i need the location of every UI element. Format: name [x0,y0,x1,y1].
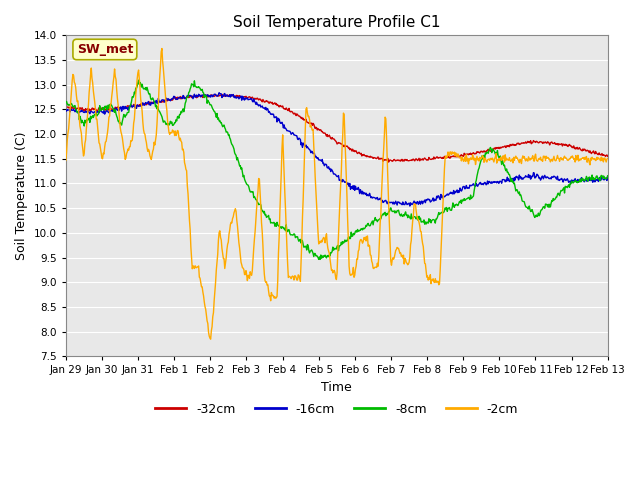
X-axis label: Time: Time [321,381,352,394]
Legend: -32cm, -16cm, -8cm, -2cm: -32cm, -16cm, -8cm, -2cm [150,398,524,420]
Text: SW_met: SW_met [77,43,133,56]
Y-axis label: Soil Temperature (C): Soil Temperature (C) [15,132,28,260]
Title: Soil Temperature Profile C1: Soil Temperature Profile C1 [233,15,440,30]
